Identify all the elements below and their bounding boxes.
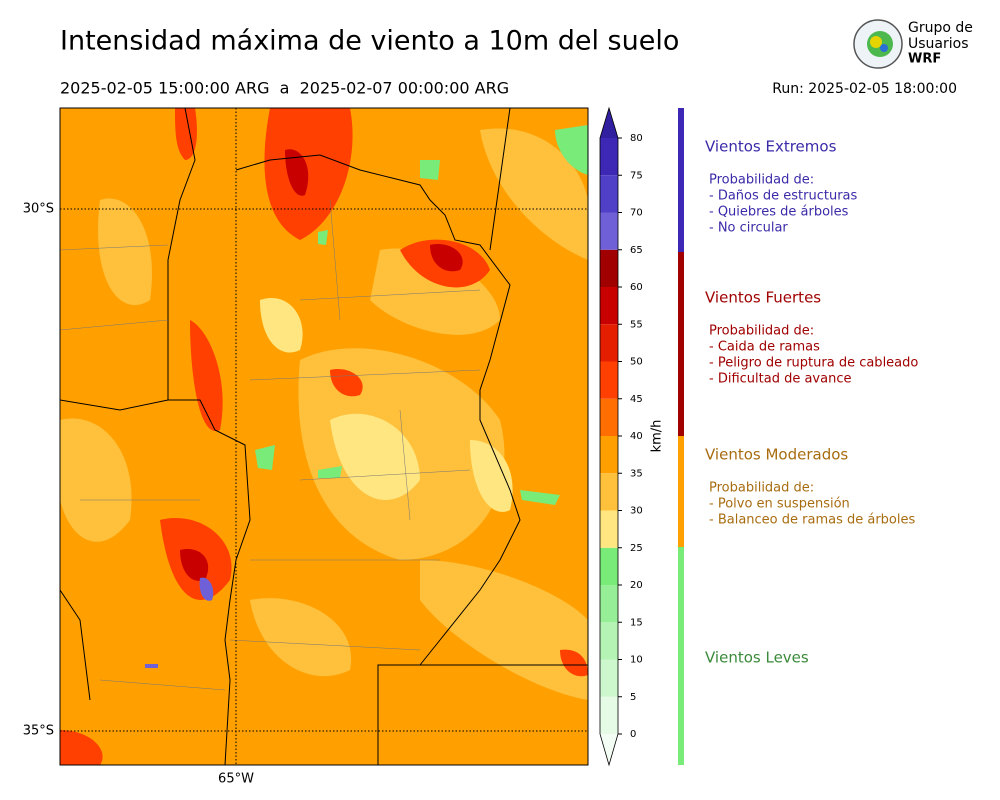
colorbar-segment (600, 287, 618, 325)
legend-heading: Probabilidad de: (709, 173, 814, 188)
colorbar-tick-label: 5 (630, 692, 636, 703)
legend-item: - Peligro de ruptura de cableado (709, 356, 918, 371)
map: 30°S 35°S 65°W (23, 107, 589, 787)
light-wind-areas (255, 125, 588, 505)
lat-label: 35°S (23, 724, 54, 739)
map-frame (59, 107, 589, 766)
colorbar-segment (600, 510, 618, 548)
legend-item: - Caida de ramas (709, 340, 820, 355)
colorbar-tick-label: 70 (630, 208, 643, 219)
colorbar-tick-label: 55 (630, 319, 643, 330)
colorbar-tick-label: 40 (630, 431, 643, 442)
colorbar-segment (600, 398, 618, 436)
period: 2025-02-05 15:00:00 ARG a 2025-02-07 00:… (60, 79, 509, 98)
logo-text: WRF (908, 52, 941, 67)
legend-item: - Dificultad de avance (709, 372, 851, 387)
colorbar-tick-label: 65 (630, 245, 643, 256)
logo-spot (880, 44, 888, 52)
colorbar-tick-label: 45 (630, 394, 643, 405)
colorbar-segment (600, 175, 618, 213)
colorbar-tick-label: 15 (630, 617, 643, 628)
legend-item: - Polvo en suspensión (709, 497, 850, 512)
departments (60, 199, 481, 691)
run-time: Run: 2025-02-05 18:00:00 (772, 81, 957, 97)
legend-bar (678, 252, 684, 436)
colorbar-tick-label: 10 (630, 655, 643, 666)
colorbar-label: km/h (650, 420, 665, 453)
logo-text: Grupo de (908, 20, 973, 36)
colorbar-segment (600, 473, 618, 511)
colorbar-segment (600, 361, 618, 399)
legend-item: - Quiebres de árboles (709, 205, 849, 220)
legend-bar (678, 108, 684, 252)
legend-item: - Daños de estructuras (709, 189, 858, 204)
lon-label: 65°W (218, 772, 254, 787)
colorbar: 0 5 10 15 20 25 30 35 40 45 50 55 60 65 70 75 80 km/h (599, 106, 665, 767)
borders (60, 108, 588, 765)
colorbar-tick-label: 50 (630, 357, 643, 368)
colorbar-segment (600, 436, 618, 474)
colorbar-segment (600, 212, 618, 250)
lat-label: 30°S (23, 202, 54, 217)
colorbar-tick-label: 20 (630, 580, 643, 591)
light-areas (260, 298, 513, 512)
colorbar-tick-label: 0 (630, 729, 636, 740)
colorbar-segment (600, 659, 618, 697)
colorbar-segment (600, 324, 618, 362)
colorbar-under (600, 734, 618, 765)
legend-title: Vientos Leves (705, 649, 809, 667)
colorbar-tick-label: 25 (630, 543, 643, 554)
legend-heading: Probabilidad de: (709, 481, 814, 496)
legend-heading: Probabilidad de: (709, 324, 814, 339)
logo: Grupo de Usuarios WRF (853, 19, 973, 69)
legend-title: Vientos Fuertes (705, 289, 821, 307)
colorbar-tick-label: 30 (630, 506, 643, 517)
colorbar-segment (600, 622, 618, 660)
legend-item: - No circular (709, 221, 788, 236)
colorbar-over (600, 108, 618, 138)
logo-spot (870, 36, 882, 48)
title: Intensidad máxima de viento a 10m del su… (60, 26, 679, 57)
extreme-areas (145, 577, 214, 668)
legend-item: - Balanceo de ramas de árboles (709, 513, 915, 528)
logo-text: Usuarios (908, 36, 969, 52)
colorbar-tick-label: 35 (630, 468, 643, 479)
colorbar-segment (600, 696, 618, 734)
legend-title: Vientos Extremos (705, 138, 837, 156)
legend-title: Vientos Moderados (705, 446, 848, 464)
colorbar-segment (600, 249, 618, 287)
very-strong-areas (180, 149, 463, 581)
colorbar-segment (600, 585, 618, 623)
colorbar-segment (600, 138, 618, 176)
colorbar-segment (600, 547, 618, 585)
legend-bar (678, 547, 684, 765)
colorbar-tick-label: 60 (630, 282, 643, 293)
legend-bar (678, 436, 684, 547)
colorbar-tick-label: 75 (630, 170, 643, 181)
colorbar-tick-label: 80 (630, 133, 643, 144)
